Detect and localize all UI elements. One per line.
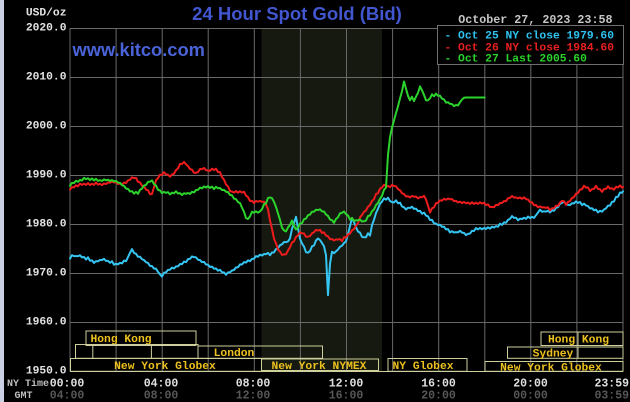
- svg-text:Sydney: Sydney: [533, 349, 574, 361]
- svg-text:New York Globex: New York Globex: [500, 362, 602, 374]
- svg-text:Hong Kong: Hong Kong: [548, 335, 609, 347]
- svg-text:NY Globex: NY Globex: [392, 361, 453, 373]
- svg-text:Hong Kong: Hong Kong: [90, 334, 151, 346]
- svg-text:New York Globex: New York Globex: [114, 361, 216, 373]
- svg-text:London: London: [214, 348, 255, 360]
- svg-text:New York NYMEX: New York NYMEX: [272, 361, 367, 373]
